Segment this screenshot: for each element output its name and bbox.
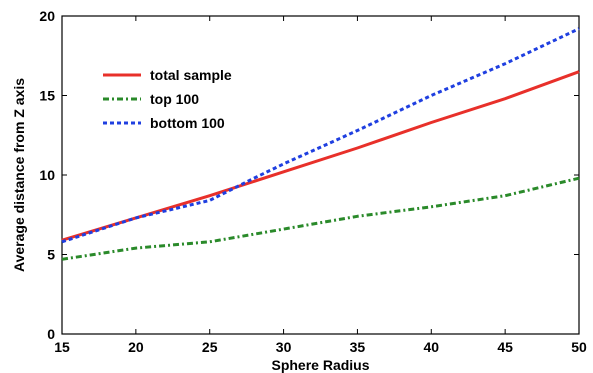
x-tick-label: 25 [202, 339, 218, 355]
series-line-bottom-100 [61, 27, 580, 244]
y-tick-label: 20 [39, 8, 55, 24]
x-tick-label: 35 [350, 339, 366, 355]
legend: total sample top 100 bottom 100 [103, 67, 232, 131]
y-tick-label: 15 [39, 88, 55, 104]
legend-label: bottom 100 [150, 115, 225, 131]
x-tick-label: 30 [276, 339, 292, 355]
y-axis-title: Average distance from Z axis [11, 78, 27, 272]
legend-label: top 100 [150, 91, 199, 107]
plot-frame [61, 15, 580, 335]
x-tick-label: 45 [497, 339, 513, 355]
x-tick-label: 20 [128, 339, 144, 355]
x-tick-label: 50 [571, 339, 587, 355]
series-line-total-sample [61, 70, 580, 242]
x-axis-title: Sphere Radius [271, 357, 369, 373]
y-tick-label: 5 [47, 247, 55, 263]
legend-label: total sample [150, 67, 232, 83]
series-line-top-100 [61, 176, 580, 261]
y-tick-label: 0 [47, 326, 55, 342]
x-tick-label: 15 [54, 339, 70, 355]
axis-ticks: 15 20 25 30 35 40 45 50 0 5 10 15 20 [39, 8, 587, 355]
series-lines [61, 27, 580, 261]
y-tick-label: 10 [39, 167, 55, 183]
x-tick-label: 40 [423, 339, 439, 355]
